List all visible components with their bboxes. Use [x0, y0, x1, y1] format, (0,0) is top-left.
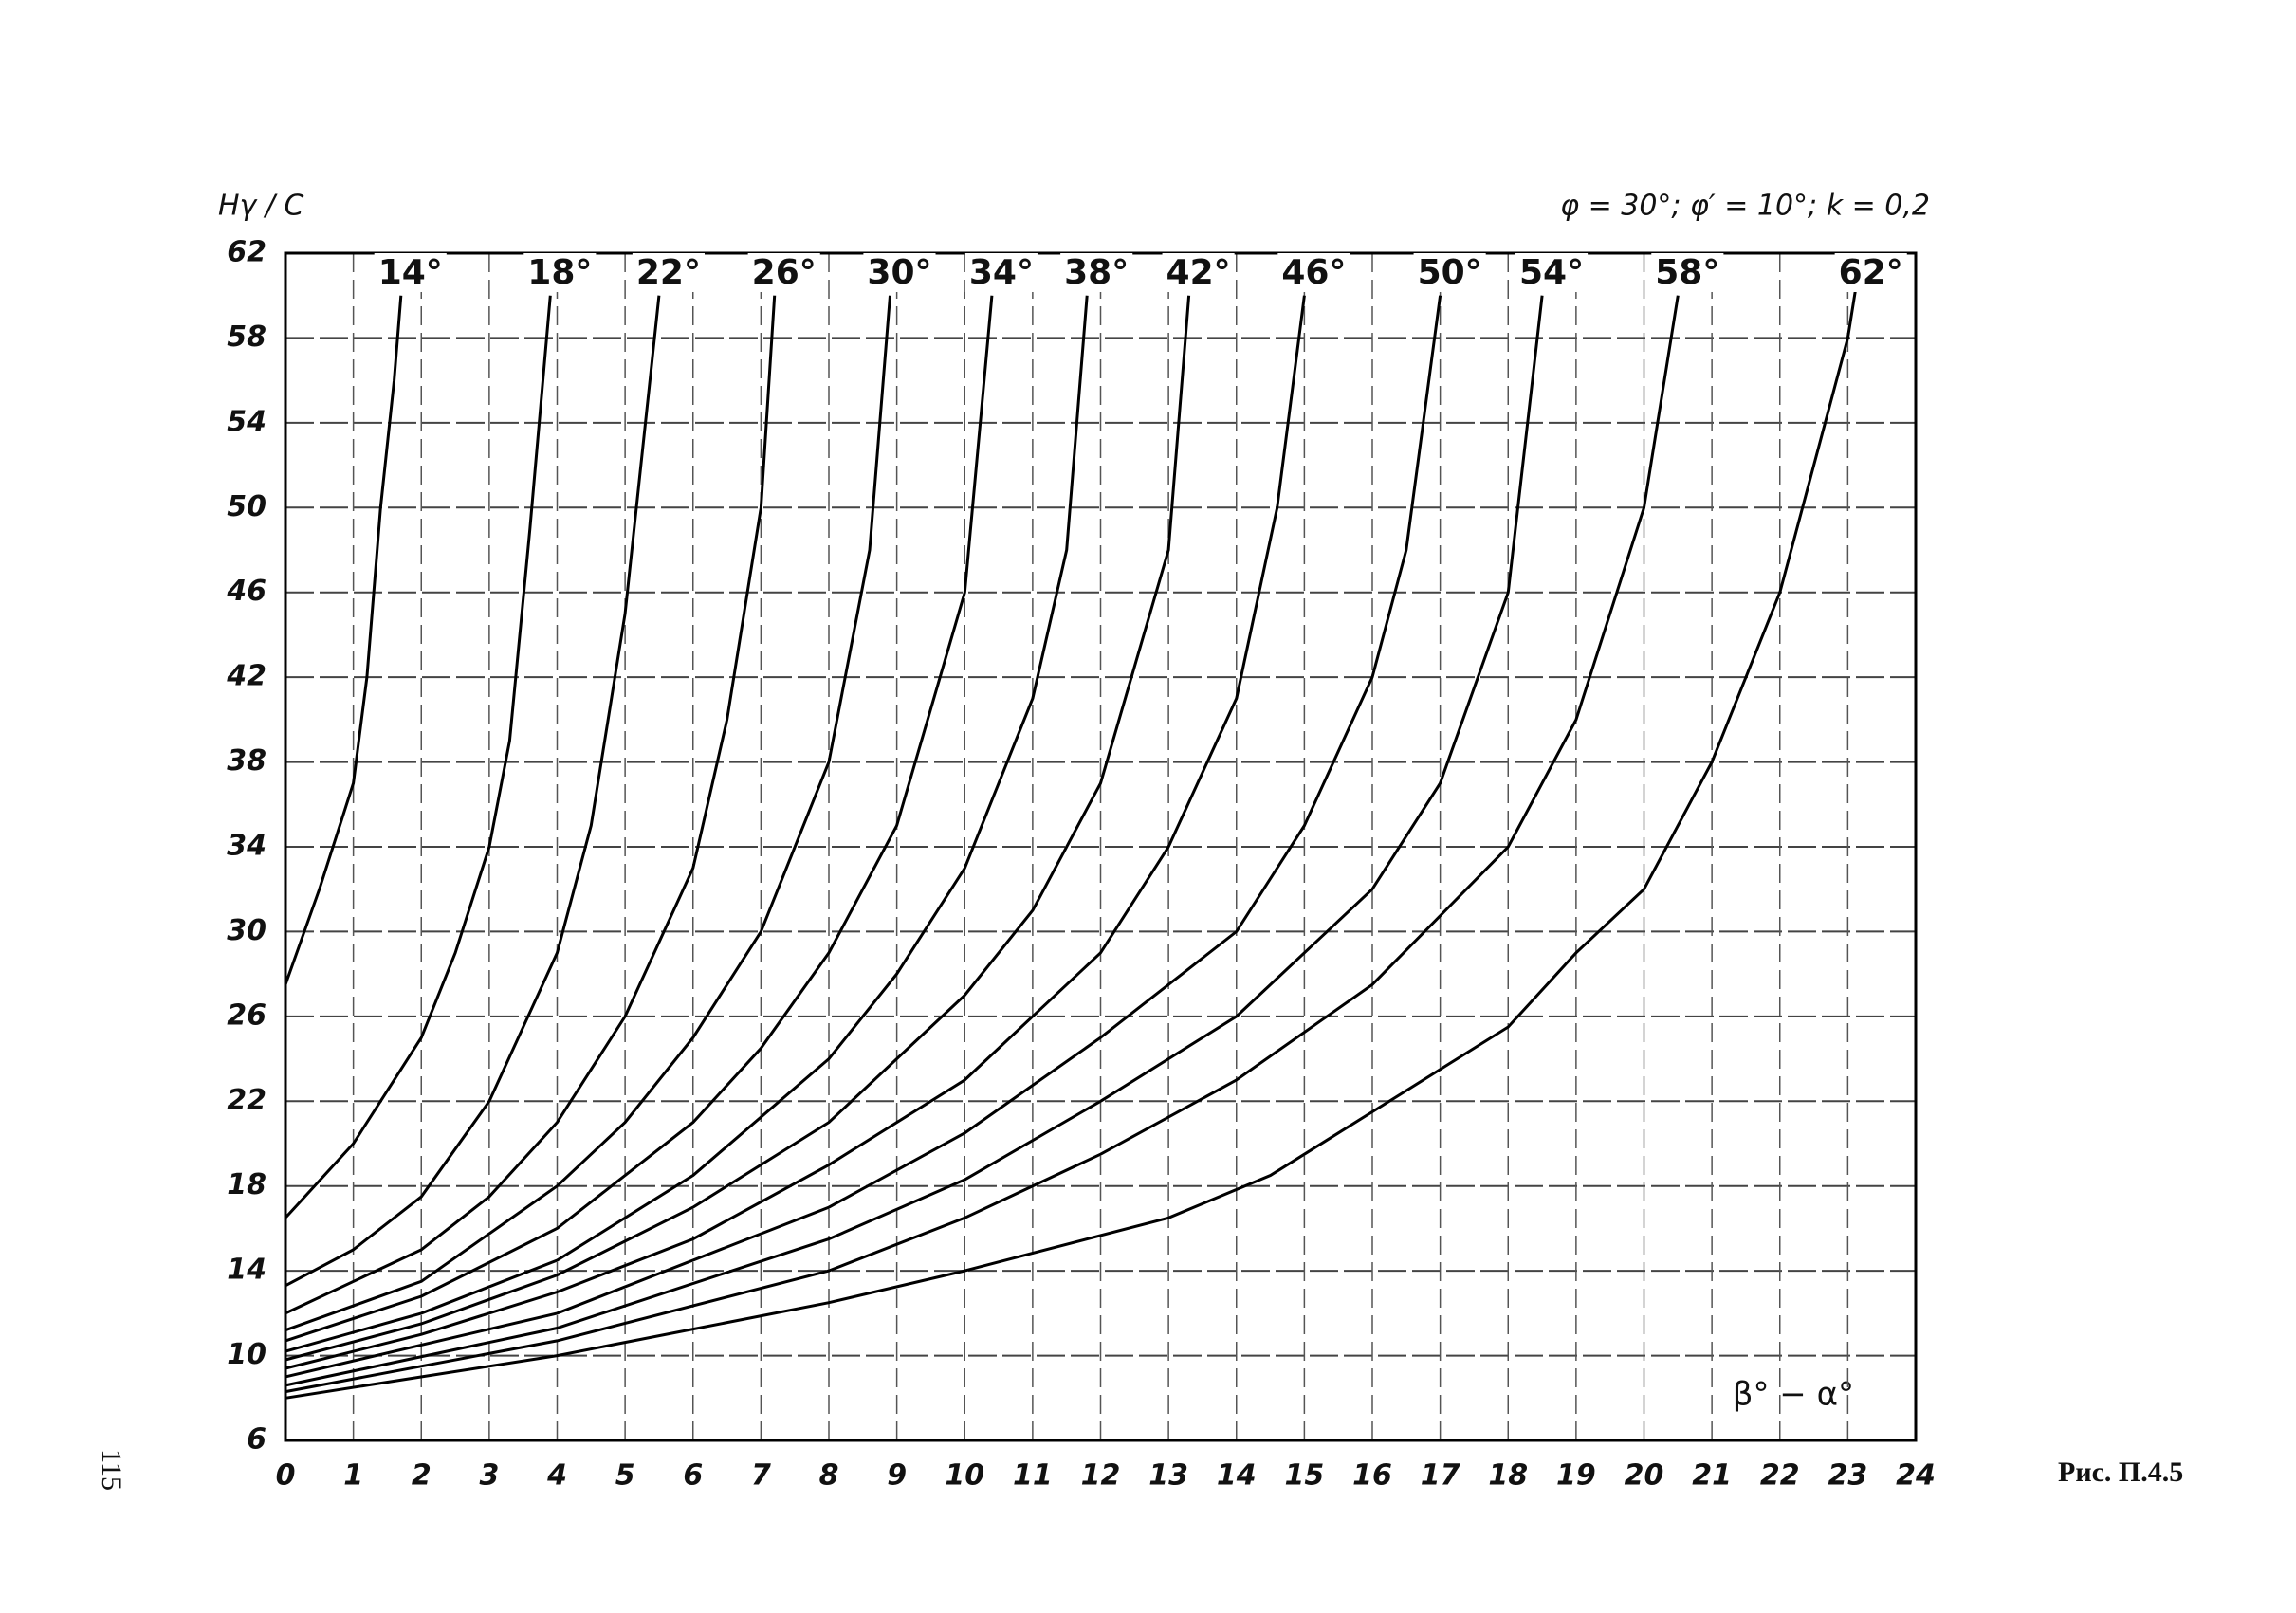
y-tick-label: 6 [247, 1423, 266, 1457]
curve-label: 14° [378, 253, 443, 292]
x-tick-label: 1 [343, 1459, 363, 1493]
y-axis-label: Hγ / C [218, 190, 303, 223]
curve-label: 54° [1519, 253, 1584, 292]
curve [284, 295, 403, 985]
label-bg [1515, 253, 1589, 292]
label-bg [747, 253, 820, 292]
x-tick-label: 15 [1285, 1459, 1325, 1493]
curve [285, 295, 1089, 1353]
y-tick-label: 46 [226, 575, 266, 608]
label-bg [632, 253, 705, 292]
x-tick-label: 4 [546, 1459, 567, 1493]
x-tick-label: 24 [1896, 1459, 1936, 1493]
curve-label: 58° [1655, 253, 1719, 292]
y-tick-label: 26 [227, 999, 266, 1032]
x-tick-label: 17 [1421, 1459, 1460, 1493]
curve-label: 22° [636, 253, 701, 292]
curve [285, 295, 1191, 1362]
x-tick-label: 0 [276, 1459, 296, 1493]
x-tick-label: 20 [1625, 1459, 1664, 1493]
x-tick-label: 19 [1556, 1459, 1596, 1493]
curve-label: 26° [752, 253, 817, 292]
x-tick-label: 14 [1217, 1459, 1257, 1493]
x-tick-label: 8 [819, 1459, 839, 1493]
curve [285, 295, 1306, 1370]
x-tick-label: 12 [1081, 1459, 1121, 1493]
y-tick-label: 34 [227, 830, 266, 863]
curve-label: 50° [1418, 253, 1482, 292]
curve-label: 62° [1839, 253, 1903, 292]
y-tick-label: 18 [227, 1168, 266, 1201]
x-tick-label: 13 [1148, 1459, 1188, 1493]
x-tick-label: 7 [751, 1459, 771, 1493]
y-tick-label: 14 [227, 1254, 266, 1287]
curve [285, 252, 1864, 1400]
subtitle: φ = 30°; φ′ = 10°; k = 0,2 [1560, 190, 1930, 223]
label-bg [1060, 253, 1133, 292]
curve [285, 295, 994, 1343]
x-tick-label: 23 [1828, 1459, 1868, 1493]
y-tick-label: 22 [227, 1084, 266, 1117]
x-tick-label: 10 [945, 1459, 984, 1493]
page-number: 115 [96, 1449, 127, 1491]
x-axis-label: β° − α° [1733, 1376, 1854, 1414]
x-tick-label: 21 [1692, 1459, 1732, 1493]
label-bg [1162, 253, 1235, 292]
curve [285, 295, 891, 1332]
label-bg [374, 253, 447, 292]
label-bg [523, 253, 597, 292]
curve-label: 18° [527, 253, 592, 292]
x-tick-label: 16 [1352, 1459, 1392, 1493]
label-bg [1413, 253, 1486, 292]
curve-label: 38° [1064, 253, 1129, 292]
x-tick-label: 5 [615, 1459, 635, 1493]
y-tick-label: 54 [227, 405, 266, 438]
label-bg [1277, 253, 1350, 292]
y-tick-label: 38 [227, 744, 266, 778]
curve [285, 295, 777, 1315]
y-tick-label: 58 [227, 321, 266, 354]
curve-label: 34° [969, 253, 1034, 292]
y-tick-label: 50 [227, 490, 266, 523]
x-tick-label: 2 [412, 1459, 432, 1493]
caption: Рис. П.4.5 [2058, 1457, 2183, 1488]
label-bg [1651, 253, 1724, 292]
x-tick-label: 22 [1760, 1459, 1800, 1493]
x-tick-label: 11 [1013, 1459, 1053, 1493]
curve-label: 30° [867, 253, 931, 292]
label-bg [964, 253, 1038, 292]
label-bg [863, 253, 936, 292]
x-tick-label: 3 [479, 1459, 499, 1493]
curve-label: 42° [1166, 253, 1231, 292]
y-tick-label: 42 [226, 660, 266, 693]
curve [284, 295, 552, 1219]
y-tick-label: 10 [227, 1338, 266, 1371]
x-tick-label: 6 [683, 1459, 703, 1493]
y-tick-label: 30 [227, 914, 266, 947]
x-tick-label: 18 [1488, 1459, 1528, 1493]
curve-label: 46° [1281, 253, 1346, 292]
curve [285, 295, 661, 1288]
curve [285, 295, 1680, 1394]
curve [285, 295, 1442, 1379]
label-bg [1834, 253, 1907, 292]
curve [285, 295, 1544, 1387]
y-tick-label: 62 [227, 236, 266, 269]
x-tick-label: 9 [887, 1459, 907, 1493]
